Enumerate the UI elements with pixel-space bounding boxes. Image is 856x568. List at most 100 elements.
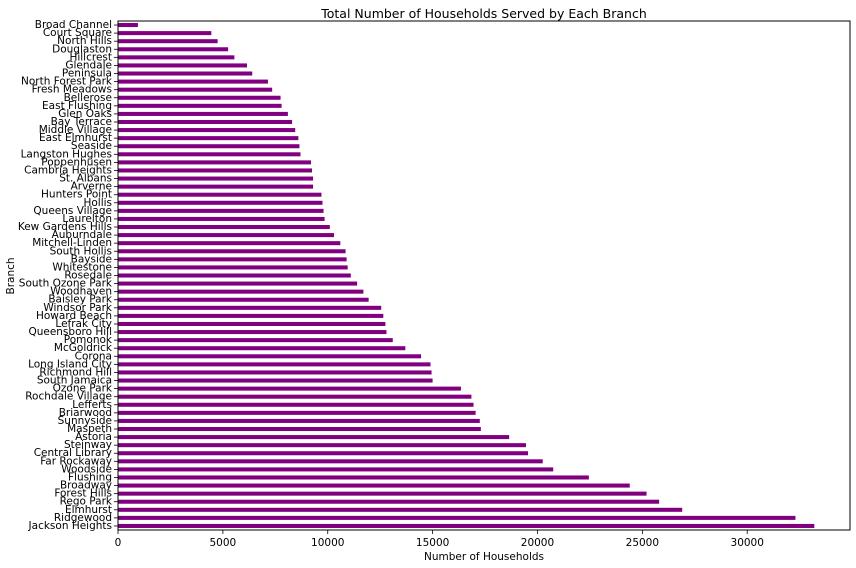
- bar: [118, 103, 282, 108]
- bar: [118, 507, 683, 512]
- y-tick-label: Bay Terrace: [51, 116, 112, 128]
- y-tick-label: Corona: [75, 350, 112, 362]
- chart-title: Total Number of Households Served by Eac…: [320, 6, 647, 21]
- y-tick-label: Howard Beach: [36, 310, 112, 322]
- bar: [118, 321, 386, 326]
- y-tick-label: Richmond Hill: [39, 366, 112, 378]
- bar: [118, 459, 543, 464]
- y-tick-label: Queensboro Hill: [28, 326, 112, 338]
- bar: [118, 225, 330, 230]
- y-tick-label: McGoldrick: [54, 342, 113, 354]
- plot-frame: [117, 20, 851, 531]
- bar: [118, 338, 393, 343]
- y-tick-label: Glen Oaks: [58, 108, 112, 120]
- bar: [118, 354, 422, 359]
- bar: [118, 523, 815, 528]
- bar: [118, 402, 474, 407]
- x-tick-label: 30000: [731, 537, 764, 549]
- y-tick-label: Maspeth: [67, 423, 112, 435]
- y-tick-label: Laurelton: [62, 213, 112, 225]
- bar: [118, 305, 382, 310]
- bar: [118, 313, 384, 318]
- bar: [118, 184, 314, 189]
- y-tick-label: Peninsula: [62, 68, 112, 80]
- x-tick-label: 5000: [210, 537, 237, 549]
- y-tick-label: South Ozone Park: [19, 278, 113, 290]
- bar: [118, 435, 510, 440]
- y-tick-label: Forest Hills: [54, 488, 112, 500]
- y-tick-label: Seaside: [71, 140, 112, 152]
- bar: [118, 426, 481, 432]
- bar: [118, 378, 433, 383]
- x-tick-label: 0: [115, 537, 122, 549]
- bar: [118, 63, 247, 68]
- bar: [118, 71, 253, 76]
- bar: [118, 176, 314, 181]
- y-tick-label: Broad Channel: [35, 19, 112, 31]
- y-tick-label: Briarwood: [59, 407, 112, 419]
- y-tick-label: Sunnyside: [58, 415, 112, 427]
- bar: [118, 241, 341, 246]
- x-tick-label: 20000: [521, 537, 554, 549]
- bar: [118, 273, 351, 278]
- y-tick-label: Hunters Point: [41, 189, 112, 201]
- bar: [118, 410, 476, 415]
- bar: [118, 499, 660, 504]
- y-tick-label: Bellerose: [64, 92, 112, 104]
- y-tick-label: Baisley Park: [48, 294, 113, 306]
- x-tick-label: 10000: [311, 537, 344, 549]
- bar: [118, 289, 364, 294]
- y-tick-label: Broadway: [60, 480, 112, 492]
- y-tick-label: Kew Gardens Hills: [18, 221, 112, 233]
- y-tick-label: Lefferts: [72, 399, 112, 411]
- y-tick-label: Cambria Heights: [24, 164, 112, 176]
- bar: [118, 362, 431, 367]
- y-tick-label: Long Island City: [28, 358, 112, 370]
- bar: [118, 483, 630, 488]
- y-tick-label: Woodhaven: [50, 286, 112, 298]
- bar: [118, 216, 325, 221]
- bar: [118, 491, 647, 496]
- bar: [118, 346, 406, 351]
- y-tick-label: North Forest Park: [21, 76, 113, 88]
- y-tick-label: Jackson Heights: [28, 520, 112, 532]
- bar: [118, 136, 299, 141]
- y-tick-label: Mitchell-Linden: [32, 237, 112, 249]
- y-tick-label: East Elmhurst: [39, 132, 112, 144]
- bar: [118, 55, 235, 60]
- bar: [118, 467, 554, 472]
- y-tick-label: Middle Village: [39, 124, 112, 136]
- x-tick-labels: 0 5000 10000 15000 20000 25000 30000: [115, 530, 764, 549]
- bar: [118, 330, 387, 335]
- y-tick-label: Rochdale Village: [25, 391, 112, 403]
- bar: [118, 47, 229, 52]
- y-tick-label: Hollis: [83, 197, 112, 209]
- bar: [118, 418, 480, 423]
- bar: [118, 249, 346, 254]
- bar: [118, 394, 472, 399]
- x-tick-label: 25000: [626, 537, 659, 549]
- bar: [118, 200, 323, 205]
- y-tick-label: Pomonok: [64, 334, 113, 346]
- bar: [118, 192, 322, 197]
- bar: [118, 297, 369, 302]
- y-tick-label: Whitestone: [52, 261, 112, 273]
- y-tick-label: North Hills: [57, 35, 112, 47]
- y-tick-label: Douglaston: [52, 43, 112, 55]
- y-tick-label: Hillcrest: [69, 51, 112, 63]
- bar: [118, 443, 526, 448]
- bar: [118, 160, 311, 165]
- bar: [118, 119, 293, 125]
- y-tick-label: Poppenhusen: [41, 156, 112, 168]
- y-tick-label: Fresh Meadows: [32, 84, 112, 96]
- bar: [118, 128, 296, 133]
- bar: [118, 233, 335, 238]
- bar: [118, 79, 268, 84]
- y-tick-label: Windsor Park: [43, 302, 113, 314]
- y-tick-label: Langston Hughes: [21, 148, 112, 160]
- y-tick-label: Central Library: [34, 447, 112, 459]
- bar: [118, 111, 288, 116]
- bar: [118, 475, 589, 480]
